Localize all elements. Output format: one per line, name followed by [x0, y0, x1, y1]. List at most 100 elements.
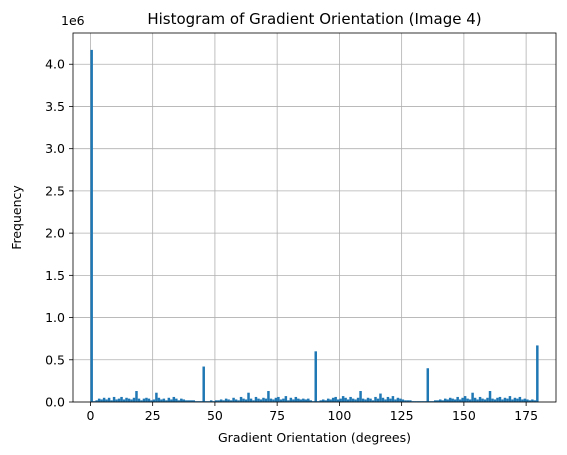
histogram-bar — [142, 398, 146, 402]
histogram-bar — [341, 396, 345, 402]
histogram-bar — [312, 401, 315, 402]
histogram-bar — [319, 400, 322, 402]
histogram-bar — [448, 397, 452, 402]
histogram-bar — [194, 401, 198, 402]
histogram-bar — [443, 398, 447, 402]
histogram-bar — [304, 399, 308, 402]
histogram-bar — [463, 396, 467, 402]
histogram-bar — [406, 400, 410, 402]
histogram-bar — [354, 399, 357, 402]
histogram-bar — [112, 396, 116, 402]
histogram-bar — [297, 398, 300, 402]
histogram-bar — [214, 400, 218, 402]
histogram-bar — [257, 398, 260, 402]
histogram-bar — [165, 400, 168, 402]
histogram-bar — [493, 399, 497, 402]
histogram-bar — [259, 399, 263, 402]
histogram-bar — [140, 400, 143, 402]
histogram-bar — [222, 400, 225, 402]
histogram-bar — [105, 399, 108, 402]
histogram-bar — [359, 391, 362, 402]
histogram-bar — [190, 400, 193, 402]
histogram-bar — [204, 401, 208, 402]
histogram-bar — [391, 396, 395, 402]
histogram-bar — [274, 397, 278, 402]
histogram-bar — [254, 396, 258, 402]
histogram-bar — [468, 399, 472, 402]
histogram-bar — [488, 391, 492, 402]
x-tick-label: 75 — [269, 408, 285, 423]
histogram-bar — [411, 401, 415, 402]
x-tick-label: 100 — [327, 408, 351, 423]
histogram-bar — [185, 400, 188, 402]
histogram-bar — [284, 396, 288, 402]
histogram-bar — [107, 397, 111, 402]
bars — [90, 49, 539, 402]
histogram-bar — [376, 398, 380, 402]
x-tick-label: 125 — [390, 408, 414, 423]
y-axis-label: Frequency — [9, 185, 24, 250]
histogram-bar — [356, 397, 360, 402]
histogram-bar — [314, 351, 317, 402]
histogram-bar — [326, 398, 330, 402]
histogram-bar — [361, 398, 365, 402]
histogram-bar — [219, 399, 223, 402]
x-axis-ticks: 0 25 50 75 100 125 150 175 — [86, 402, 538, 423]
histogram-bar — [399, 398, 402, 402]
plot-frame — [72, 32, 557, 403]
histogram-bar — [187, 400, 191, 402]
histogram-bar — [192, 400, 195, 402]
histogram-bar — [316, 401, 320, 402]
x-tick-label: 50 — [207, 408, 223, 423]
histogram-bar — [419, 401, 422, 402]
histogram-bar — [135, 391, 138, 402]
histogram-bar — [346, 399, 350, 402]
histogram-bar — [396, 397, 400, 402]
histogram-bar — [366, 397, 370, 402]
histogram-bar — [137, 398, 141, 402]
histogram-bar — [262, 397, 265, 402]
y-offset-label: 1e6 — [61, 13, 85, 28]
histogram-bar — [264, 398, 268, 402]
x-tick-label: 175 — [514, 408, 538, 423]
histogram-bar — [409, 400, 412, 402]
histogram-bar — [473, 397, 477, 402]
histogram-bar — [199, 401, 203, 402]
histogram-bar — [506, 398, 509, 402]
histogram-bar — [279, 399, 283, 402]
histogram-bar — [483, 399, 487, 402]
histogram-bar — [212, 401, 215, 402]
y-tick-label: 3.0 — [45, 141, 65, 156]
histogram-bar — [351, 398, 355, 402]
histogram-bar — [401, 399, 405, 402]
histogram-bar — [237, 400, 240, 402]
histogram-bar — [289, 397, 293, 402]
histogram-bar — [446, 399, 449, 402]
histogram-bar — [172, 396, 176, 402]
histogram-bar — [115, 399, 118, 402]
y-tick-label: 3.5 — [45, 99, 65, 114]
histogram-bar — [294, 396, 298, 402]
histogram-bar — [234, 399, 238, 402]
histogram-bar — [217, 400, 220, 402]
histogram-bar — [175, 398, 178, 402]
histogram-bar — [242, 398, 245, 402]
histogram-bar — [224, 398, 228, 402]
histogram-bar — [302, 398, 305, 402]
histogram-bar — [416, 401, 420, 402]
histogram-bar — [157, 397, 161, 402]
y-tick-label: 1.0 — [45, 310, 65, 325]
histogram-bar — [272, 399, 275, 402]
histogram-bar — [521, 399, 524, 402]
histogram-bar — [434, 400, 437, 402]
histogram-bar — [197, 401, 200, 402]
histogram-bar — [309, 400, 313, 402]
histogram-bar — [202, 366, 205, 402]
histogram-bar — [299, 399, 303, 402]
histogram-bar — [244, 399, 248, 402]
histogram-bar — [461, 397, 464, 402]
histogram-bar — [486, 397, 489, 402]
histogram-bar — [177, 400, 181, 402]
histogram-bar — [496, 397, 499, 402]
